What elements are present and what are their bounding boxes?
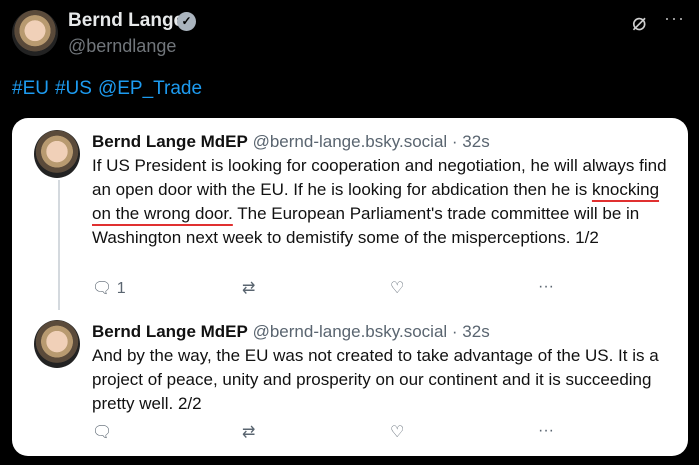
tweet-text: #EU #US @EP_Trade [12, 78, 208, 100]
hashtag-us[interactable]: #US [54, 78, 92, 99]
author-handle[interactable]: @berndlange [68, 36, 177, 56]
like-icon: ♡ [390, 280, 405, 297]
mention-ep-trade[interactable]: @EP_Trade [97, 78, 203, 99]
post-author-name: Bernd Lange MdEP [92, 132, 248, 151]
more-icon[interactable]: ··· [664, 8, 685, 28]
reply-count: 1 [116, 280, 126, 297]
author-name[interactable]: Bernd Lange [68, 10, 185, 31]
post-avatar [34, 320, 80, 368]
post-actions: 🗨︎ 1 ⇄ ♡ ··· [92, 278, 572, 300]
thread-line [58, 180, 60, 310]
author-avatar[interactable] [12, 10, 58, 56]
verified-badge-icon: ✓ [177, 12, 196, 31]
reply-icon: 🗨︎ [92, 424, 113, 441]
hashtag-eu[interactable]: #EU [12, 78, 49, 99]
grok-icon[interactable]: ⌀ [632, 9, 647, 36]
more-icon: ··· [538, 278, 554, 295]
repost-icon: ⇄ [242, 280, 256, 297]
post-text: If US President is looking for cooperati… [92, 156, 667, 247]
post-text: And by the way, the EU was not created t… [92, 346, 659, 413]
post-handle-time: @bernd-lange.bsky.social · 32s [252, 322, 490, 341]
post-actions: 🗨︎ ⇄ ♡ ··· [92, 422, 572, 444]
post-avatar [34, 130, 80, 178]
repost-icon: ⇄ [242, 424, 256, 441]
post-author-name: Bernd Lange MdEP [92, 322, 248, 341]
more-icon: ··· [538, 422, 554, 439]
like-icon: ♡ [390, 424, 405, 441]
post-handle-time: @bernd-lange.bsky.social · 32s [252, 132, 490, 151]
underlined-text: knocking on the wrong door. [92, 180, 660, 223]
reply-icon: 🗨︎ 1 [92, 280, 126, 297]
embedded-bluesky-screenshot: Bernd Lange MdEP @bernd-lange.bsky.socia… [12, 118, 688, 456]
